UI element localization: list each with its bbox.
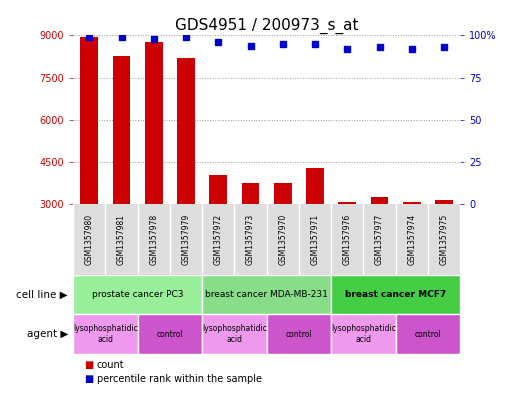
Text: GSM1357971: GSM1357971	[311, 214, 320, 265]
Bar	[331, 275, 460, 314]
Text: GSM1357980: GSM1357980	[85, 214, 94, 265]
Bar	[331, 314, 396, 354]
Text: breast cancer MCF7: breast cancer MCF7	[345, 290, 446, 299]
Text: GSM1357972: GSM1357972	[214, 214, 223, 265]
Text: GSM1357974: GSM1357974	[407, 214, 416, 265]
Text: GSM1357979: GSM1357979	[181, 214, 190, 265]
Bar	[73, 314, 138, 354]
Text: prostate cancer PC3: prostate cancer PC3	[92, 290, 184, 299]
Text: GSM1357975: GSM1357975	[440, 214, 449, 265]
Bar	[371, 197, 389, 204]
Bar	[202, 314, 267, 354]
Text: percentile rank within the sample: percentile rank within the sample	[97, 374, 262, 384]
Text: breast cancer MDA-MB-231: breast cancer MDA-MB-231	[206, 290, 328, 299]
Text: lysophosphatidic
acid: lysophosphatidic acid	[331, 324, 396, 344]
Bar	[338, 202, 356, 204]
Text: GSM1357970: GSM1357970	[278, 214, 287, 265]
Bar	[202, 275, 331, 314]
Title: GDS4951 / 200973_s_at: GDS4951 / 200973_s_at	[175, 18, 358, 34]
Bar	[177, 58, 195, 204]
Text: agent ▶: agent ▶	[27, 329, 68, 339]
Bar	[267, 314, 331, 354]
Bar	[403, 202, 420, 204]
Bar	[306, 168, 324, 204]
Text: ■: ■	[84, 374, 93, 384]
Text: GSM1357976: GSM1357976	[343, 214, 352, 265]
Text: GSM1357973: GSM1357973	[246, 214, 255, 265]
Text: GSM1357977: GSM1357977	[375, 214, 384, 265]
Bar	[396, 314, 460, 354]
Bar	[435, 200, 453, 204]
Bar	[113, 57, 130, 204]
Bar	[242, 183, 259, 204]
Text: lysophosphatidic
acid: lysophosphatidic acid	[73, 324, 138, 344]
Text: ■: ■	[84, 360, 93, 371]
Bar	[274, 183, 292, 204]
Text: control: control	[286, 330, 312, 338]
Bar	[145, 42, 163, 204]
Text: control: control	[156, 330, 184, 338]
Text: lysophosphatidic
acid: lysophosphatidic acid	[202, 324, 267, 344]
Text: GSM1357978: GSM1357978	[150, 214, 158, 265]
Bar	[73, 275, 202, 314]
Text: cell line ▶: cell line ▶	[16, 290, 68, 300]
Text: control: control	[415, 330, 441, 338]
Text: GSM1357981: GSM1357981	[117, 214, 126, 265]
Bar	[210, 175, 227, 204]
Bar	[81, 37, 98, 204]
Text: count: count	[97, 360, 124, 371]
Bar	[138, 314, 202, 354]
